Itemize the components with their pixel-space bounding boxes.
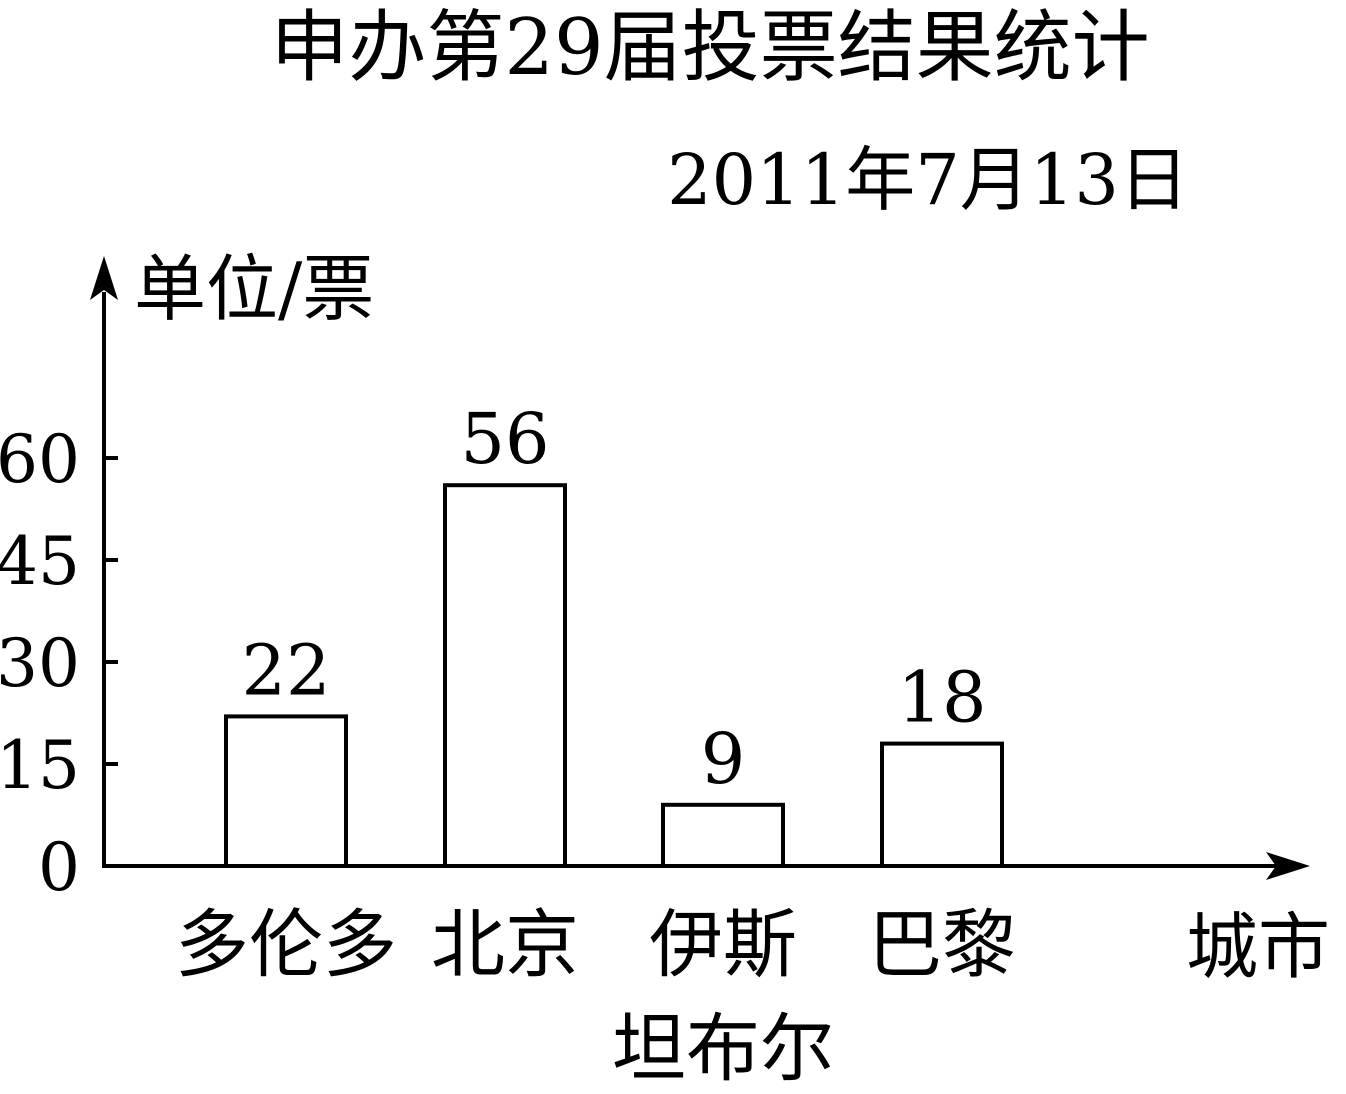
bar — [443, 483, 567, 868]
y-axis-ticks: 0 15 30 45 60 — [0, 421, 118, 906]
bars — [224, 483, 1004, 869]
y-tick-label: 30 — [0, 625, 80, 702]
bar-value-label: 18 — [897, 657, 986, 739]
y-axis-arrow-icon — [90, 256, 118, 300]
y-tick-label: 60 — [0, 421, 80, 498]
bar — [661, 802, 785, 868]
y-tick-label: 45 — [0, 523, 80, 600]
x-axis-label: 城市 — [1186, 905, 1330, 989]
y-axis-label: 单位/票 — [134, 247, 374, 331]
value-labels: 22 56 9 18 — [241, 398, 986, 800]
x-category-label: 北京 — [431, 902, 579, 988]
chart-title: 申办第29届投票结果统计 — [270, 3, 1149, 93]
chart-subtitle: 2011年7月13日 — [667, 139, 1189, 221]
x-axis-arrow-icon — [1266, 852, 1310, 880]
bar — [224, 714, 348, 869]
x-category-label: 伊斯 — [649, 902, 797, 988]
x-category-label: 多伦多 — [175, 902, 397, 988]
bar-value-label: 9 — [701, 718, 746, 800]
x-category-label: 巴黎 — [868, 902, 1016, 988]
y-tick-label: 15 — [0, 727, 80, 804]
y-tick-label: 0 — [38, 829, 80, 906]
x-category-label: 坦布尔 — [612, 1006, 834, 1092]
bar-value-label: 56 — [460, 398, 549, 480]
bar-value-label: 22 — [241, 629, 330, 711]
bar — [880, 741, 1004, 868]
